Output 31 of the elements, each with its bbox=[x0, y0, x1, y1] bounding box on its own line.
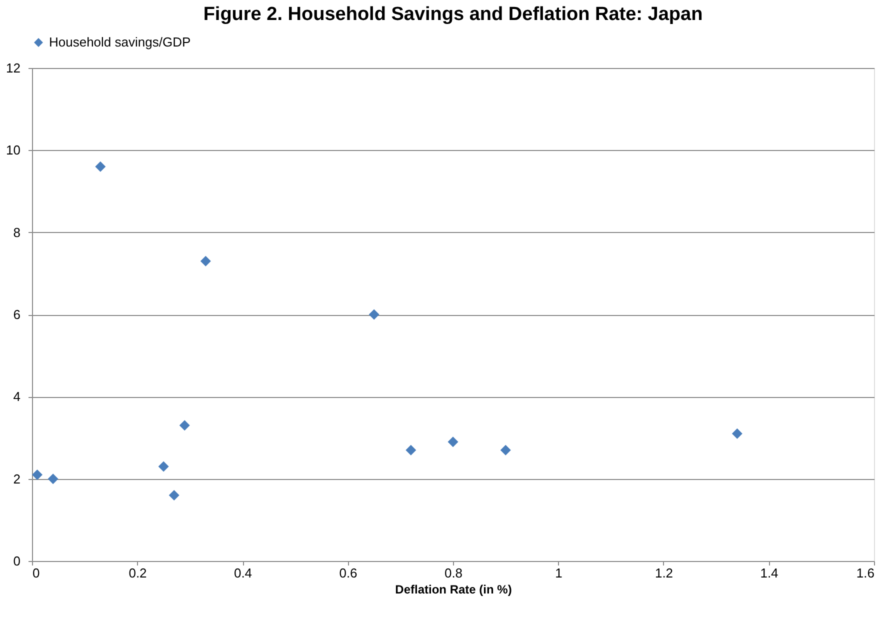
x-tick-label: 0.8 bbox=[444, 566, 463, 580]
x-tick-label: 0.2 bbox=[128, 566, 147, 580]
x-tick-label: 1 bbox=[555, 566, 562, 580]
point bbox=[48, 474, 58, 484]
x-tick-label: 1.2 bbox=[654, 566, 674, 580]
point bbox=[158, 461, 169, 472]
point bbox=[95, 161, 106, 172]
y-tick-label: 12 bbox=[6, 60, 20, 76]
legend-label: Household savings/GDP bbox=[49, 34, 191, 50]
point bbox=[368, 309, 380, 320]
y-tick-label: 10 bbox=[6, 142, 20, 158]
point bbox=[200, 256, 211, 266]
point bbox=[732, 428, 742, 439]
point bbox=[448, 436, 458, 448]
point bbox=[168, 490, 180, 501]
point bbox=[32, 469, 43, 480]
y-tick-label: 4 bbox=[13, 389, 20, 404]
chart-title: Figure 2. Household Savings and Deflation Rate: Japan bbox=[203, 4, 703, 25]
point bbox=[179, 420, 190, 431]
y-tick-label: 0 bbox=[13, 554, 20, 568]
x-tick-label: 1.4 bbox=[760, 566, 778, 580]
y-tick-label: 8 bbox=[13, 224, 20, 240]
x-tick-label: 0.6 bbox=[339, 566, 358, 580]
x-axis-title: Deflation Rate (in %) bbox=[395, 582, 512, 596]
point bbox=[500, 444, 511, 456]
y-tick-label: 6 bbox=[13, 307, 20, 322]
y-tick-label: 2 bbox=[13, 471, 20, 486]
x-tick-label: 0 bbox=[32, 566, 40, 580]
point bbox=[406, 444, 416, 456]
x-tick-label: 0.4 bbox=[234, 566, 252, 580]
x-tick-label: 1.6 bbox=[856, 566, 874, 580]
